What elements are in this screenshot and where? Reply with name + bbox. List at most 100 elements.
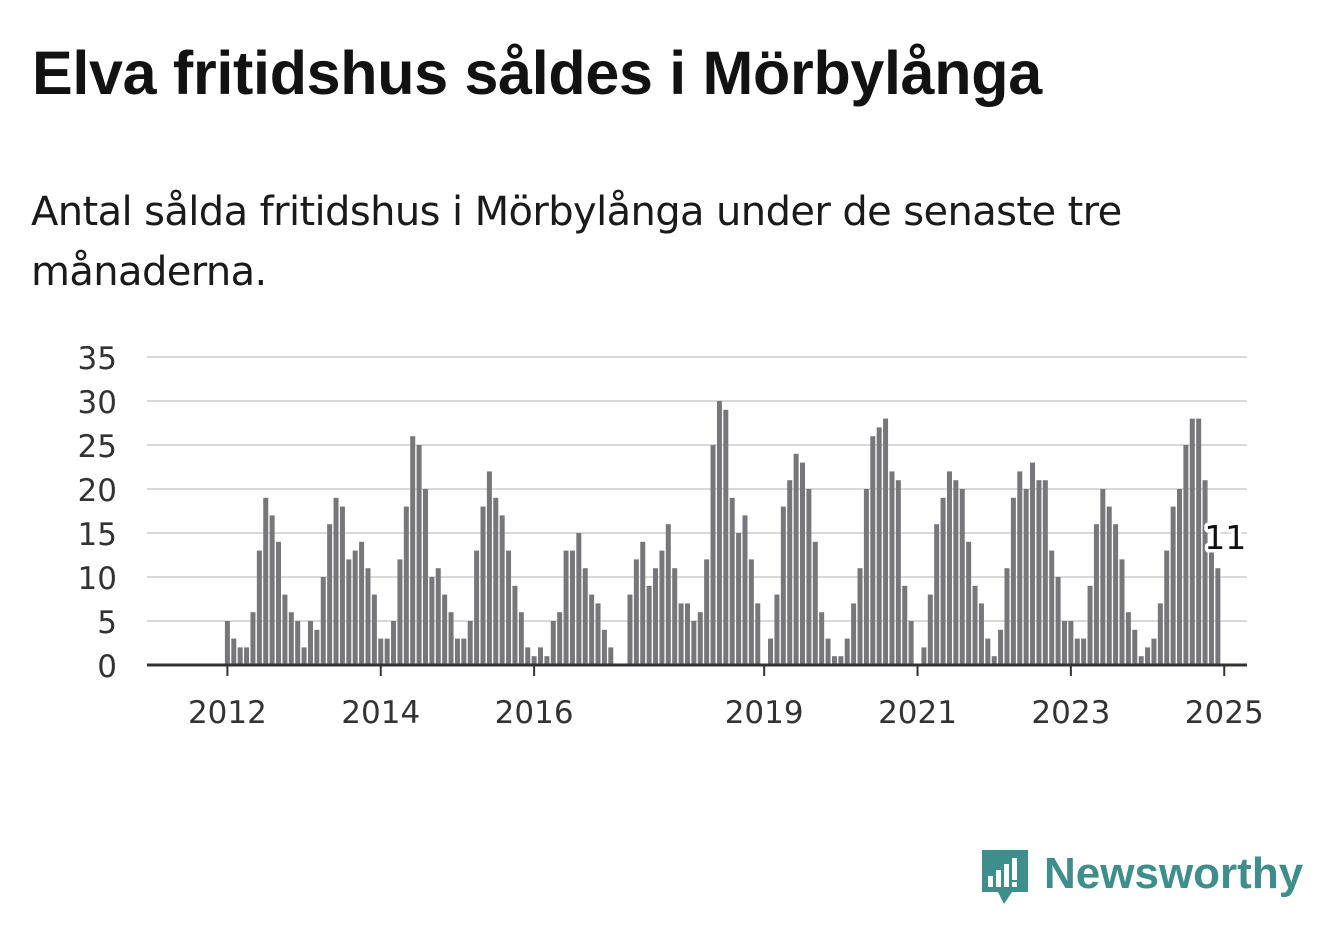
- bar: [812, 541, 818, 665]
- bar: [378, 638, 384, 665]
- y-axis-tick-labels: 0 5 10 15 20 25 30 35: [78, 341, 117, 685]
- bar: [359, 541, 365, 665]
- bar: [506, 550, 512, 665]
- bar: [250, 612, 256, 665]
- y-tick-label: 0: [97, 649, 117, 685]
- bar: [851, 603, 857, 665]
- bar: [467, 621, 473, 665]
- bar: [1081, 638, 1087, 665]
- bar: [806, 489, 812, 665]
- bar: [678, 603, 684, 665]
- bar: [876, 427, 882, 665]
- bar: [1196, 418, 1202, 665]
- bar: [307, 621, 313, 665]
- bar: [825, 638, 831, 665]
- bar: [697, 612, 703, 665]
- bar: [263, 497, 269, 665]
- bar: [1093, 524, 1099, 665]
- bar: [736, 533, 742, 665]
- bar: [333, 497, 339, 665]
- bar: [224, 621, 230, 665]
- bar: [870, 436, 876, 665]
- bar: [256, 550, 262, 665]
- bar: [895, 480, 901, 665]
- bar: [435, 568, 441, 665]
- bar: [1113, 524, 1119, 665]
- newsworthy-logo-icon: [982, 850, 1028, 904]
- x-tick-label: 2014: [341, 695, 420, 731]
- bar: [231, 638, 237, 665]
- bar: [589, 594, 595, 665]
- bar: [978, 603, 984, 665]
- bar: [691, 621, 697, 665]
- bar: [1170, 506, 1176, 665]
- bar: [384, 638, 390, 665]
- bar: [314, 629, 320, 665]
- x-tick-label: 2012: [188, 695, 267, 731]
- bar: [608, 647, 614, 665]
- bar: [793, 453, 799, 665]
- bar: [538, 647, 544, 665]
- bar: [857, 568, 863, 665]
- bar: [531, 656, 537, 665]
- bar: [998, 629, 1004, 665]
- bar: [480, 506, 486, 665]
- bar: [1042, 480, 1048, 665]
- bar: [391, 621, 397, 665]
- bar: [1208, 550, 1214, 665]
- bar: [966, 541, 972, 665]
- bar: [1138, 656, 1144, 665]
- bar: [518, 612, 524, 665]
- x-axis-ticks: 2012 2014 2016 2019 2021 2023 2025: [188, 665, 1264, 731]
- bar: [237, 647, 243, 665]
- bar: [474, 550, 480, 665]
- bars: [224, 401, 1221, 665]
- bar: [946, 471, 952, 665]
- newsworthy-branding: Newsworthy: [980, 848, 1303, 910]
- bar: [339, 506, 345, 665]
- bar: [1087, 585, 1093, 665]
- bar: [493, 497, 499, 665]
- bar: [1004, 568, 1010, 665]
- bar: [1055, 577, 1061, 665]
- bar: [729, 497, 735, 665]
- bar: [1132, 629, 1138, 665]
- bar: [1183, 445, 1189, 665]
- x-tick-label: 2025: [1185, 695, 1264, 731]
- gridlines: [147, 356, 1247, 622]
- bar: [582, 568, 588, 665]
- y-tick-label: 15: [78, 517, 117, 553]
- bar: [659, 550, 665, 665]
- bar: [1023, 489, 1029, 665]
- bar: [346, 559, 352, 665]
- bar: [499, 515, 505, 665]
- bar: [269, 515, 275, 665]
- bar: [486, 471, 492, 665]
- bar: [569, 550, 575, 665]
- bar: [684, 603, 690, 665]
- bar: [563, 550, 569, 665]
- brand-name: Newsworthy: [1044, 849, 1304, 898]
- bar: [863, 489, 869, 665]
- bar: [1145, 647, 1151, 665]
- bar: [1030, 462, 1036, 665]
- bar: [1119, 559, 1125, 665]
- x-tick-label: 2021: [878, 695, 957, 731]
- bar: [672, 568, 678, 665]
- bar: [768, 638, 774, 665]
- bar: [282, 594, 288, 665]
- bar: [301, 647, 307, 665]
- bar: [748, 559, 754, 665]
- bar: [704, 559, 710, 665]
- bar: [831, 656, 837, 665]
- bar: [448, 612, 454, 665]
- bar: [397, 559, 403, 665]
- bar: [646, 585, 652, 665]
- x-tick-label: 2016: [495, 695, 574, 731]
- bar: [940, 497, 946, 665]
- bar: [371, 594, 377, 665]
- bar: [1106, 506, 1112, 665]
- bar: [1036, 480, 1042, 665]
- bar: [1010, 497, 1016, 665]
